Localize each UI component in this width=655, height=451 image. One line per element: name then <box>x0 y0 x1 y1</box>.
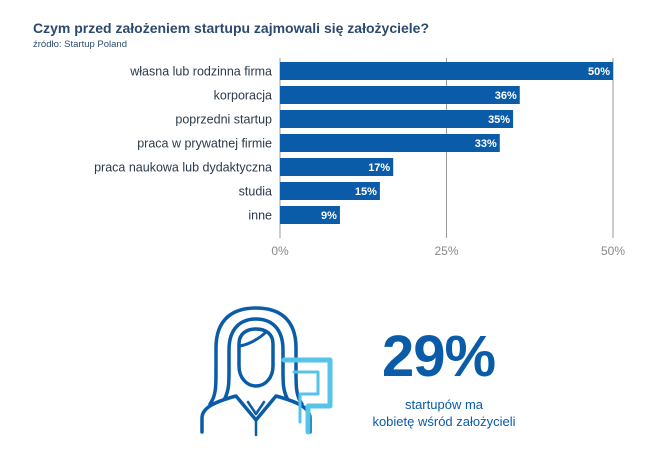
bar <box>280 134 500 152</box>
category-label: praca w prywatnej firmie <box>137 137 272 151</box>
value-label: 36% <box>495 90 517 102</box>
value-label: 35% <box>488 114 510 126</box>
source-note: źródło: Startup Poland <box>33 39 128 50</box>
woman-founder-icon <box>200 306 333 437</box>
x-tick-label: 25% <box>434 244 458 258</box>
value-label: 17% <box>368 162 390 174</box>
hair-outer-outline <box>208 306 304 406</box>
value-label: 15% <box>355 186 377 198</box>
x-tick-label: 0% <box>271 244 289 258</box>
stat-caption: startupów ma kobietę wśród założycieli <box>355 396 533 430</box>
stat-caption-line-1: startupów ma <box>404 397 484 412</box>
frame-inner <box>292 370 320 424</box>
category-label: własna lub rodzinna firma <box>129 65 272 79</box>
bar <box>280 110 514 128</box>
bar <box>280 158 394 176</box>
x-tick-label: 50% <box>601 244 625 258</box>
value-label: 50% <box>588 66 610 78</box>
bar <box>280 206 340 224</box>
collar-line <box>246 400 266 416</box>
bar <box>280 62 613 80</box>
value-label: 33% <box>475 138 497 150</box>
value-label: 9% <box>321 210 337 222</box>
category-label: studia <box>239 185 272 199</box>
category-label: praca naukowa lub dydaktyczna <box>94 161 272 175</box>
stat-value: 29% <box>382 324 496 389</box>
bar <box>280 86 520 104</box>
bar <box>280 182 380 200</box>
fringe-line <box>238 330 268 348</box>
frame-outer <box>281 357 333 435</box>
face-outline <box>237 327 275 388</box>
category-label: inne <box>248 209 272 223</box>
category-label: poprzedni startup <box>175 113 272 127</box>
category-label: korporacja <box>214 89 272 103</box>
bar-chart: 0% 25% 50% własna lub rodzinna firma 50% korp… <box>94 58 625 258</box>
stat-caption-line-2: kobietę wśród założycieli <box>372 414 516 429</box>
hair-inner-outline <box>223 317 289 400</box>
chart-title: Czym przed założeniem startupu zajmowali… <box>33 20 430 36</box>
